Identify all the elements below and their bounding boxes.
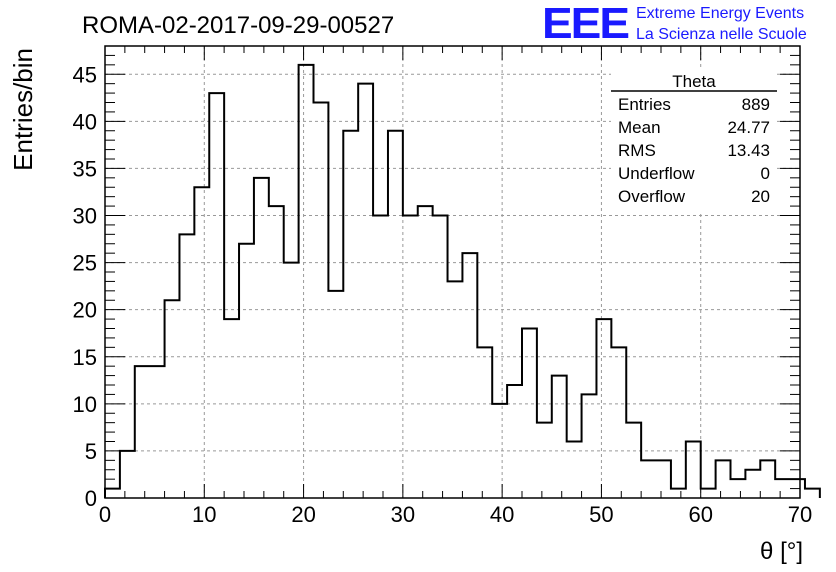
x-axis-label: θ [°]: [760, 538, 803, 565]
grid-lines: [105, 46, 800, 498]
histogram-bin: [358, 84, 373, 498]
y-tick-label: 45: [73, 62, 97, 87]
histogram-bin: [120, 451, 135, 498]
histogram-bin: [492, 404, 507, 498]
x-tick-label: 30: [391, 502, 415, 527]
histogram-bin: [775, 479, 790, 498]
x-tick-label: 60: [688, 502, 712, 527]
histogram-bin: [686, 442, 701, 499]
histogram-bin: [641, 460, 656, 498]
histogram-bin: [135, 366, 150, 498]
histogram-bin: [596, 319, 611, 498]
axis-ticks: [104, 45, 801, 499]
eee-logo-line2: La Scienza nelle Scuole: [636, 26, 807, 43]
histogram-bin: [314, 103, 329, 499]
histogram-bin: [745, 470, 760, 498]
histogram-bin: [462, 253, 477, 498]
histogram-bin: [269, 206, 284, 498]
stats-row-label: Entries: [618, 95, 671, 114]
histogram-bin: [373, 216, 388, 499]
eee-logo-line1: Extreme Energy Events: [636, 5, 804, 22]
stats-rows: Entries 889 Mean 24.77 RMS 13.43 Underflow 0 Ove…: [618, 95, 770, 206]
stats-row-label: RMS: [618, 141, 656, 160]
histogram-bin: [552, 376, 567, 498]
histogram-bin: [299, 65, 314, 498]
histogram-bin: [701, 489, 716, 498]
histogram-bin: [626, 423, 641, 498]
histogram-bin: [254, 178, 269, 498]
y-tick-label: 25: [73, 251, 97, 276]
histogram-bin: [224, 319, 239, 498]
run-title: ROMA-02-2017-09-29-00527: [82, 12, 394, 39]
histogram-bin: [179, 234, 194, 498]
y-tick-label: 40: [73, 109, 97, 134]
axis-tick-labels: 0 10 20 30 40 50 60 70 0 5 10 15 20 25 30 35 40 45: [73, 62, 813, 527]
stats-box: Theta Entries 889 Mean 24.77 RMS 13.43 Underfl…: [611, 70, 777, 212]
histogram-bin: [284, 263, 299, 498]
histogram-bin: [403, 216, 418, 499]
histogram-bin: [522, 329, 537, 499]
y-tick-label: 0: [85, 486, 97, 511]
histogram-bin: [567, 442, 582, 499]
histogram-bin: [165, 300, 180, 498]
histogram-bin: [656, 460, 671, 498]
histogram-outline: [104, 63, 821, 498]
stats-row-value: 0: [761, 164, 770, 183]
histogram-bin: [716, 460, 731, 498]
x-tick-label: 70: [788, 502, 812, 527]
stats-row-label: Underflow: [618, 164, 695, 183]
histogram-bin: [194, 187, 209, 498]
histogram-bin: [209, 93, 224, 498]
histogram-bin: [150, 366, 165, 498]
histogram-bin: [537, 423, 552, 498]
y-tick-label: 10: [73, 392, 97, 417]
histogram-bin: [731, 479, 746, 498]
stats-title: Theta: [672, 72, 716, 91]
histogram-bin: [760, 460, 775, 498]
y-tick-label: 5: [85, 439, 97, 464]
histogram-bin: [477, 347, 492, 498]
histogram-bin: [611, 347, 626, 498]
histogram-bin: [343, 131, 358, 498]
histogram-bin: [805, 489, 820, 498]
stats-row-label: Mean: [618, 118, 661, 137]
x-tick-label: 10: [192, 502, 216, 527]
x-tick-label: 20: [291, 502, 315, 527]
x-tick-label: 40: [490, 502, 514, 527]
histogram-bin: [582, 394, 597, 498]
histogram-series: [104, 63, 821, 499]
y-tick-label: 30: [73, 204, 97, 229]
stats-row-value: 13.43: [727, 141, 770, 160]
stats-row-value: 889: [742, 95, 770, 114]
histogram-bin: [239, 244, 254, 498]
x-tick-label: 0: [99, 502, 111, 527]
histogram-bin: [433, 216, 448, 499]
stats-row-value: 20: [751, 187, 770, 206]
stats-row-value: 24.77: [727, 118, 770, 137]
y-tick-label: 35: [73, 156, 97, 181]
x-tick-label: 50: [589, 502, 613, 527]
y-tick-label: 15: [73, 345, 97, 370]
y-axis-label: Entries/bin: [8, 48, 38, 171]
histogram-bin: [328, 291, 343, 498]
histogram-bin: [105, 489, 120, 498]
histogram-bin: [671, 489, 686, 498]
histogram-bin: [448, 281, 463, 498]
eee-logo-mark: EEE: [542, 0, 629, 48]
stats-row-label: Overflow: [618, 187, 686, 206]
histogram-bin: [388, 131, 403, 498]
eee-logo: EEE Extreme Energy Events La Scienza nel…: [542, 0, 807, 48]
histogram-bin: [507, 385, 522, 498]
y-tick-label: 20: [73, 298, 97, 323]
histogram-bin: [418, 206, 433, 498]
